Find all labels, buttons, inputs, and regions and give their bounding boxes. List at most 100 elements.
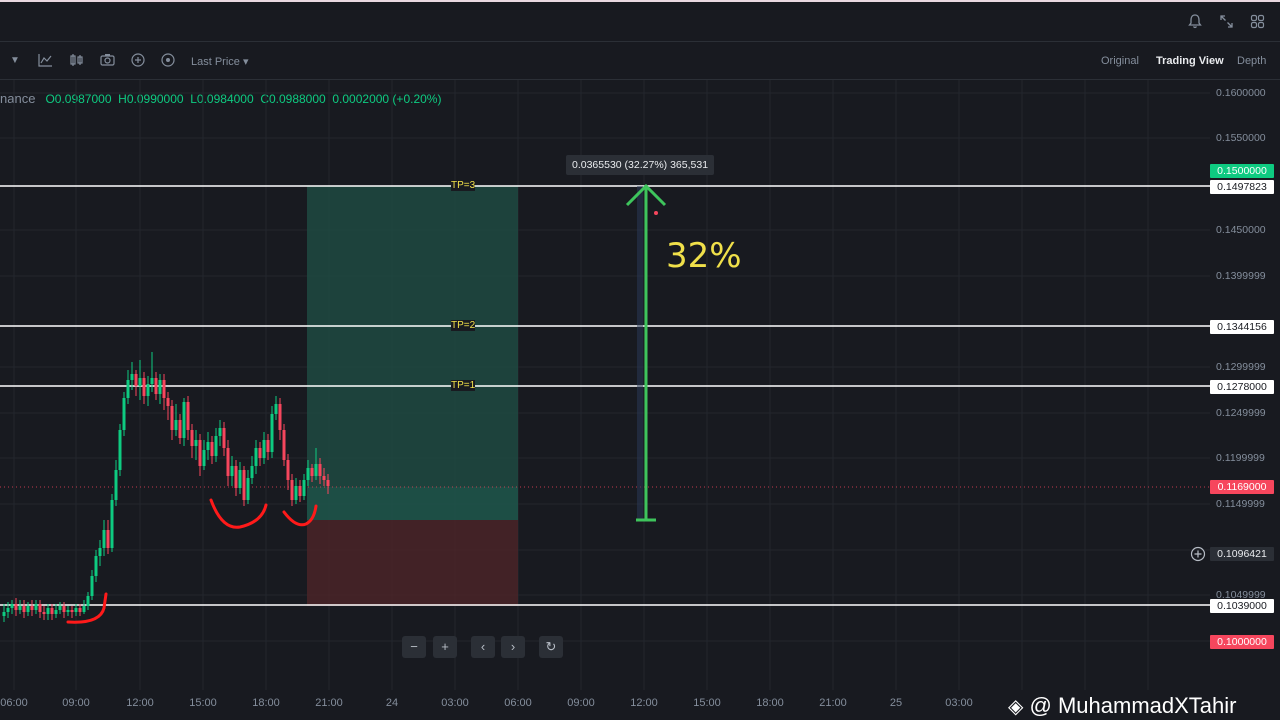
- candle-body: [90, 576, 94, 596]
- candle-body: [198, 440, 202, 466]
- candle-body: [266, 440, 270, 452]
- stop-price-tag: 0.1000000: [1210, 635, 1274, 649]
- candle-body: [238, 470, 242, 488]
- candle-body: [178, 420, 182, 438]
- add-alert-icon[interactable]: [1190, 546, 1206, 567]
- ohlc-high: H0.0990000: [118, 92, 184, 106]
- candle-body: [154, 378, 158, 394]
- candle-body: [182, 402, 186, 438]
- candle-body: [286, 460, 290, 480]
- binance-logo-icon: ◈: [1008, 696, 1024, 718]
- tp1-label: TP=1: [451, 380, 476, 391]
- candle-body: [290, 480, 294, 500]
- watermark: ◈ @ MuhammadXTahir: [1008, 693, 1236, 719]
- candle-body: [150, 378, 154, 384]
- time-tick: 12:00: [126, 697, 154, 709]
- price-tick: 0.1450000: [1216, 224, 1266, 236]
- candle-body: [126, 380, 130, 398]
- time-tick: 06:00: [504, 697, 532, 709]
- chevron-down-icon[interactable]: ▼: [10, 55, 20, 66]
- bell-icon[interactable]: [1188, 14, 1202, 33]
- red-curve-1: [66, 592, 108, 624]
- target-price-tag: 0.1500000: [1210, 164, 1274, 178]
- time-tick: 18:00: [756, 697, 784, 709]
- candle-body: [146, 384, 150, 396]
- time-tick: 24: [385, 697, 399, 709]
- candle-body: [50, 608, 54, 614]
- support-price-tag: 0.1039000: [1210, 599, 1274, 613]
- candle-body: [274, 404, 278, 414]
- ohlc-low: L0.0984000: [190, 92, 254, 106]
- chart-grid: [0, 80, 1210, 690]
- last-price-label: Last Price: [191, 56, 240, 68]
- camera-icon[interactable]: [100, 53, 115, 69]
- time-tick: 09:00: [567, 697, 595, 709]
- candle-body: [14, 604, 18, 610]
- profit-zone: [307, 186, 518, 520]
- time-tick: 15:00: [693, 697, 721, 709]
- candle-body: [26, 606, 30, 612]
- percent-label: 32%: [666, 236, 742, 276]
- candle-body: [230, 466, 234, 476]
- expand-icon[interactable]: [1219, 14, 1234, 33]
- symbol-source: nance: [0, 91, 36, 106]
- candle-body: [2, 612, 6, 616]
- candle-body: [262, 440, 266, 458]
- candle-body: [82, 606, 86, 612]
- candle-body: [226, 448, 230, 476]
- price-tick: 0.1399999: [1216, 270, 1266, 282]
- candle-body: [214, 436, 218, 456]
- target-icon[interactable]: [161, 53, 175, 69]
- candle-body: [174, 420, 178, 430]
- candle-body: [142, 378, 146, 396]
- tab-original[interactable]: Original: [1101, 55, 1139, 67]
- tab-depth[interactable]: Depth: [1237, 55, 1267, 67]
- candle-body: [46, 608, 50, 614]
- tp3-price-tag: 0.1497823: [1210, 180, 1274, 194]
- candle-body: [62, 606, 66, 612]
- red-curve-3: [282, 504, 318, 527]
- candlestick-chart[interactable]: [0, 80, 1210, 690]
- candle-body: [138, 378, 142, 386]
- candle-body: [298, 486, 302, 496]
- crosshair-price-tag: 0.1096421: [1210, 547, 1274, 561]
- candle-body: [194, 440, 198, 446]
- candle-body: [246, 478, 250, 500]
- candle-body: [282, 430, 286, 460]
- time-tick: 03:00: [441, 697, 469, 709]
- candle-body: [322, 476, 326, 480]
- time-tick: 18:00: [252, 697, 280, 709]
- candle-body: [222, 428, 226, 448]
- candle-body: [254, 448, 258, 466]
- candle-body: [242, 470, 246, 500]
- grid-icon[interactable]: [1250, 14, 1265, 33]
- candle-body: [206, 442, 210, 450]
- current-price-tag: 0.1169000: [1210, 480, 1274, 494]
- candle-body: [22, 606, 26, 612]
- candle-body: [134, 374, 138, 386]
- scroll-left-button[interactable]: ‹: [471, 636, 495, 658]
- candle-body: [58, 606, 62, 610]
- tab-trading-view[interactable]: Trading View: [1156, 55, 1224, 67]
- last-price-dropdown[interactable]: Last Price ▾: [191, 56, 249, 68]
- candle-body: [270, 414, 274, 452]
- reset-button[interactable]: ↻: [539, 636, 563, 658]
- candle-body: [106, 530, 110, 548]
- candle-body: [318, 464, 322, 476]
- candle-body: [70, 610, 74, 612]
- candle-body: [306, 468, 310, 480]
- arrow-head: [625, 183, 667, 207]
- indicator-icon[interactable]: [38, 53, 53, 69]
- candle-type-icon[interactable]: [69, 53, 84, 69]
- scroll-right-button[interactable]: ›: [501, 636, 525, 658]
- time-tick: 25: [889, 697, 903, 709]
- candle-body: [186, 402, 190, 430]
- candle-body: [202, 450, 206, 466]
- chart-toolbar: ▼ Last Price ▾ Original Trading View Dep…: [0, 42, 1280, 80]
- candle-body: [78, 608, 82, 612]
- candle-body: [294, 486, 298, 500]
- zoom-out-button[interactable]: −: [402, 636, 426, 658]
- price-tick: 0.1249999: [1216, 407, 1266, 419]
- zoom-in-button[interactable]: +: [433, 636, 457, 658]
- add-icon[interactable]: [131, 53, 145, 69]
